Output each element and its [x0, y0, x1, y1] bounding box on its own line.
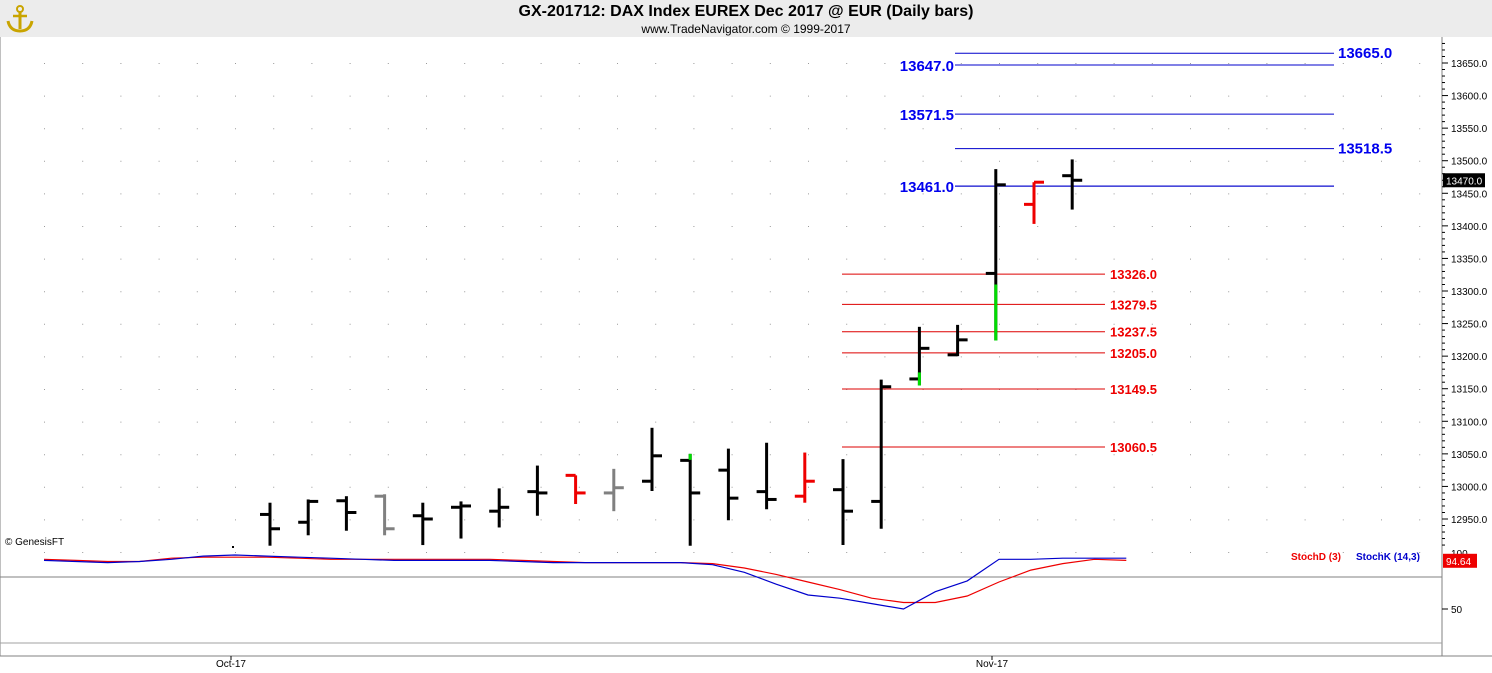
ohlc-bar — [260, 502, 280, 546]
ohlc-bar — [489, 488, 510, 528]
stoch-line — [43, 556, 1127, 604]
stray-tick — [232, 546, 234, 548]
price-tick-label: 13100.0 — [1451, 417, 1488, 428]
time-axis: Oct-17 Nov-17 — [216, 656, 1009, 670]
red-level-label: 13326.0 — [1110, 267, 1157, 282]
ohlc-bar — [374, 494, 395, 536]
stoch-line — [43, 554, 1127, 610]
stoch-last-label: 94.64 — [1446, 557, 1471, 568]
ohlc-bar — [833, 459, 853, 546]
price-levels: 13665.0 13647.0 13571.5 13518.5 13461.0 13326… — [842, 45, 1392, 455]
ohlc-bar — [794, 452, 815, 503]
price-tick-label: 13050.0 — [1451, 450, 1488, 461]
ohlc-bar — [1062, 159, 1083, 210]
grid-dot-pattern — [44, 63, 1421, 553]
price-tick-label: 13350.0 — [1451, 254, 1488, 265]
grid-dots — [44, 63, 1421, 553]
price-axis: 12950.0 13000.0 13050.0 13100.0 13150.0 13200… — [1442, 42, 1488, 546]
price-tick-label: 13000.0 — [1451, 482, 1488, 493]
price-tick-label: 13650.0 — [1451, 59, 1488, 70]
ohlc-bar — [336, 496, 357, 531]
blue-level-label: 13665.0 — [1338, 45, 1392, 62]
red-level-label: 13279.5 — [1110, 297, 1157, 312]
blue-level-label: 13647.0 — [900, 58, 954, 75]
ohlc-bar — [527, 465, 548, 516]
chart-title: GX-201712: DAX Index EUREX Dec 2017 @ EU… — [518, 3, 974, 20]
price-tick-label: 13300.0 — [1451, 287, 1488, 298]
blue-level-label: 13571.5 — [900, 107, 954, 124]
blue-level-label: 13518.5 — [1338, 141, 1392, 158]
ohlc-bar — [412, 502, 433, 546]
ohlc-bar — [756, 442, 777, 510]
ohlc-bar — [451, 501, 471, 539]
anchor-logo-icon — [6, 5, 34, 33]
red-level-label: 13149.5 — [1110, 382, 1157, 397]
price-tick-label: 13250.0 — [1451, 320, 1488, 331]
ohlc-bar — [603, 468, 624, 512]
ohlc-bar — [680, 453, 701, 546]
price-tick-label: 13600.0 — [1451, 92, 1488, 103]
price-tick-label: 13200.0 — [1451, 352, 1488, 363]
stoch-tick-label: 50 — [1451, 605, 1463, 616]
price-tick-label: 12950.0 — [1451, 515, 1488, 526]
last-price-box — [1443, 173, 1485, 188]
ohlc-bar — [1024, 180, 1044, 224]
red-level-label: 13205.0 — [1110, 346, 1157, 361]
price-tick-label: 13150.0 — [1451, 385, 1488, 396]
price-tick-label: 13450.0 — [1451, 189, 1488, 200]
red-level-label: 13060.5 — [1110, 440, 1157, 455]
data-credit: © GenesisFT — [5, 537, 65, 548]
red-level-label: 13237.5 — [1110, 325, 1157, 340]
price-tick-label: 13500.0 — [1451, 157, 1488, 168]
ohlc-bar — [718, 448, 739, 521]
blue-level-label: 13461.0 — [900, 179, 954, 196]
last-price-label: 13470.0 — [1446, 176, 1483, 187]
ohlc-bar — [909, 326, 930, 386]
ohlc-bar — [947, 324, 968, 357]
time-tick-label: Oct-17 — [216, 659, 246, 670]
ohlc-bars — [232, 159, 1083, 548]
chart-subtitle: www.TradeNavigator.com © 1999-2017 — [641, 22, 851, 36]
legend-stochk: StochK (14,3) — [1356, 552, 1420, 563]
price-tick-label: 13550.0 — [1451, 124, 1488, 135]
ohlc-bar — [642, 427, 662, 491]
ohlc-bar — [565, 473, 586, 505]
stoch-last-box — [1443, 553, 1477, 568]
ohlc-bar — [871, 379, 892, 529]
ohlc-bar — [298, 499, 319, 536]
panes — [0, 37, 1492, 657]
time-tick-label: Nov-17 — [976, 659, 1009, 670]
price-tick-label: 13400.0 — [1451, 222, 1488, 233]
ohlc-bar — [985, 169, 1006, 341]
chart-header — [0, 0, 1492, 37]
legend-stochd: StochD (3) — [1291, 552, 1341, 563]
